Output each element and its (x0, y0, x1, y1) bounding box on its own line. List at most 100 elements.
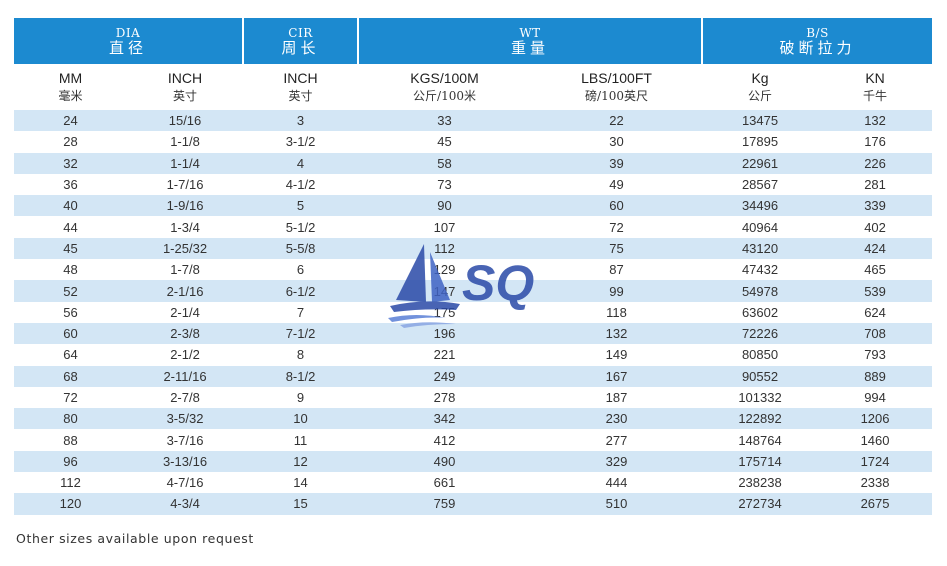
table-cell: 175 (358, 301, 532, 323)
table-row: 52 2-1/16 6-1/2 147 99 54978 539 (14, 280, 933, 302)
table-cell: 249 (358, 365, 532, 387)
table-row: 72 2-7/8 9 278 187 101332 994 (14, 386, 933, 409)
table-cell: 2-1/4 (127, 301, 244, 323)
table-cell: 2-3/8 (127, 322, 244, 345)
unit-en: INCH (283, 70, 318, 86)
table-cell: 32 (14, 152, 127, 174)
rope-spec-table-container: DIA 直径 CIR 周长 WT 重量 B/S 破断拉力 MM 毫米 INC (14, 18, 933, 515)
table-cell: 68 (14, 365, 127, 387)
table-cell: 230 (531, 408, 703, 430)
table-row: 68 2-11/16 8-1/2 249 167 90552 889 (14, 365, 933, 387)
table-cell: 17895 (702, 131, 819, 153)
table-cell: 12 (243, 450, 359, 473)
table-cell: 2-1/2 (127, 344, 244, 366)
table-cell: 118 (531, 301, 703, 323)
table-cell: 47432 (702, 259, 819, 281)
group-header-wt-zh: 重量 (511, 39, 550, 57)
table-cell: 3 (243, 110, 359, 132)
table-cell: 24 (14, 110, 127, 132)
group-header-wt-en: WT (519, 26, 541, 40)
table-cell: 175714 (702, 450, 819, 473)
table-row: 28 1-1/8 3-1/2 45 30 17895 176 (14, 131, 933, 153)
table-cell: 60 (531, 195, 703, 217)
table-cell: 8-1/2 (243, 365, 359, 387)
table-cell: 8 (243, 344, 359, 366)
table-row: 48 1-7/8 6 129 87 47432 465 (14, 259, 933, 281)
table-cell: 122892 (702, 408, 819, 430)
group-header-cir-zh: 周长 (281, 39, 320, 57)
group-header-bs-en: B/S (806, 26, 829, 40)
table-row: 88 3-7/16 11 412 277 148764 1460 (14, 429, 933, 451)
unit-header-mm: MM 毫米 (14, 64, 127, 110)
group-header-bs-zh: 破断拉力 (779, 39, 856, 57)
table-cell: 44 (14, 216, 127, 238)
table-cell: 63602 (702, 301, 819, 323)
table-cell: 101332 (702, 386, 819, 409)
group-header-wt: WT 重量 (357, 18, 703, 64)
table-cell: 444 (531, 472, 703, 494)
table-row: 120 4-3/4 15 759 510 272734 2675 (14, 493, 933, 515)
table-cell: 4 (243, 152, 359, 174)
table-cell: 2675 (818, 493, 933, 515)
table-cell: 80850 (702, 344, 819, 366)
table-cell: 72 (531, 216, 703, 238)
table-cell: 49 (531, 173, 703, 196)
group-header-cir: CIR 周长 (242, 18, 359, 64)
table-cell: 149 (531, 344, 703, 366)
table-cell: 1-1/4 (127, 152, 244, 174)
unit-header-kn: KN 千牛 (818, 64, 933, 110)
table-cell: 39 (531, 152, 703, 174)
unit-zh: 公斤 (748, 89, 773, 103)
table-cell: 5 (243, 195, 359, 217)
unit-zh: 磅/100英尺 (585, 89, 648, 103)
table-cell: 28567 (702, 173, 819, 196)
table-cell: 75 (531, 237, 703, 260)
table-cell: 88 (14, 429, 127, 451)
table-row: 24 15/16 3 33 22 13475 132 (14, 110, 933, 132)
table-cell: 48 (14, 259, 127, 281)
table-cell: 3-13/16 (127, 450, 244, 473)
table-cell: 1-7/16 (127, 173, 244, 196)
table-cell: 36 (14, 173, 127, 196)
table-cell: 120 (14, 493, 127, 515)
table-cell: 11 (243, 429, 359, 451)
table-cell: 5-5/8 (243, 237, 359, 260)
table-cell: 221 (358, 344, 532, 366)
table-cell: 64 (14, 344, 127, 366)
footnote: Other sizes available upon request (16, 531, 254, 546)
table-cell: 4-7/16 (127, 472, 244, 494)
table-cell: 339 (818, 195, 933, 217)
table-cell: 510 (531, 493, 703, 515)
table-cell: 58 (358, 152, 532, 174)
table-cell: 15 (243, 493, 359, 515)
unit-header-inch: INCH 英寸 (127, 64, 244, 110)
group-header-dia-en: DIA (115, 26, 141, 40)
unit-header-kg: Kg 公斤 (702, 64, 819, 110)
table-cell: 147 (358, 280, 532, 302)
table-cell: 54978 (702, 280, 819, 302)
table-cell: 2-11/16 (127, 365, 244, 387)
table-cell: 424 (818, 237, 933, 260)
table-row: 56 2-1/4 7 175 118 63602 624 (14, 301, 933, 323)
unit-zh: 千牛 (863, 89, 888, 103)
table-cell: 176 (818, 131, 933, 153)
table-cell: 1-25/32 (127, 237, 244, 260)
rope-spec-table: DIA 直径 CIR 周长 WT 重量 B/S 破断拉力 MM 毫米 INC (14, 18, 933, 515)
table-cell: 73 (358, 173, 532, 196)
table-cell: 72226 (702, 322, 819, 345)
group-header-dia: DIA 直径 (14, 18, 244, 64)
table-cell: 34496 (702, 195, 819, 217)
table-cell: 167 (531, 365, 703, 387)
table-cell: 412 (358, 429, 532, 451)
table-body: 24 15/16 3 33 22 13475 132 28 1-1/8 3-1/2 45 30 1789… (14, 110, 933, 515)
table-cell: 277 (531, 429, 703, 451)
table-cell: 278 (358, 386, 532, 409)
unit-en: INCH (167, 70, 203, 86)
unit-header-row: MM 毫米 INCH 英寸 INCH 英寸 KGS/100M 公斤/100米 LBS/1… (14, 64, 933, 110)
table-cell: 56 (14, 301, 127, 323)
table-row: 80 3-5/32 10 342 230 122892 1206 (14, 408, 933, 430)
table-cell: 465 (818, 259, 933, 281)
table-cell: 15/16 (127, 110, 244, 132)
table-cell: 112 (14, 472, 127, 494)
table-cell: 129 (358, 259, 532, 281)
